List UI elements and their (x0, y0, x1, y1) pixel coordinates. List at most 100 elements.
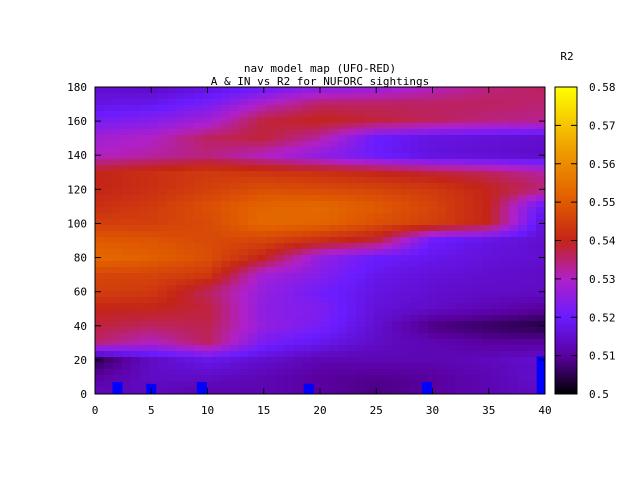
heatmap-cell (239, 363, 249, 370)
heatmap-cell (95, 153, 105, 160)
heatmap-cell (167, 105, 177, 112)
heatmap-cell (203, 219, 213, 226)
heatmap-cell (140, 297, 150, 304)
heatmap-cell (491, 297, 501, 304)
heatmap-cell (491, 237, 501, 244)
heatmap-cell (329, 195, 339, 202)
heatmap-cell (212, 333, 222, 340)
heatmap-cell (275, 165, 285, 172)
heatmap-cell (437, 153, 447, 160)
heatmap-cell (419, 165, 429, 172)
heatmap-cell (230, 117, 240, 124)
heatmap-cell (302, 135, 312, 142)
heatmap-cell (338, 123, 348, 130)
heatmap-cell (185, 291, 195, 298)
heatmap-cell (104, 153, 114, 160)
heatmap-cell (122, 225, 132, 232)
heatmap-cell (221, 93, 231, 100)
heatmap-cell (185, 333, 195, 340)
heatmap-cell (167, 153, 177, 160)
heatmap-cell (491, 255, 501, 262)
heatmap-cell (311, 201, 321, 208)
heatmap-cell (347, 147, 357, 154)
heatmap-cell (131, 387, 141, 394)
heatmap-cell (230, 207, 240, 214)
heatmap-cell (221, 249, 231, 256)
heatmap-cell (212, 225, 222, 232)
heatmap-cell (257, 183, 267, 190)
heatmap-cell (482, 333, 492, 340)
heatmap-cell (248, 297, 258, 304)
heatmap-cell (500, 375, 510, 382)
heatmap-cell (356, 129, 366, 136)
heatmap-cell (194, 231, 204, 238)
heatmap-cell (401, 123, 411, 130)
heatmap-cell (275, 327, 285, 334)
heatmap-cell (239, 219, 249, 226)
heatmap-cell (338, 297, 348, 304)
heatmap-cell (419, 243, 429, 250)
heatmap-cell (329, 375, 339, 382)
heatmap-cell (167, 171, 177, 178)
heatmap-cell (437, 225, 447, 232)
heatmap-cell (212, 105, 222, 112)
heatmap-cell (230, 237, 240, 244)
heatmap-cell (374, 297, 384, 304)
heatmap-cell (536, 105, 545, 112)
heatmap-cell (275, 309, 285, 316)
heatmap-cell (167, 303, 177, 310)
heatmap-cell (338, 135, 348, 142)
heatmap-cell (131, 141, 141, 148)
heatmap-cell (383, 177, 393, 184)
heatmap-cell (356, 201, 366, 208)
heatmap-cell (383, 279, 393, 286)
heatmap-cell (446, 291, 456, 298)
heatmap-cell (518, 357, 528, 364)
heatmap-cell (230, 231, 240, 238)
heatmap-cell (410, 141, 420, 148)
heatmap-cell (509, 183, 519, 190)
heatmap-cell (320, 123, 330, 130)
heatmap-cell (185, 357, 195, 364)
heatmap-cell (455, 321, 465, 328)
heatmap-cell (311, 189, 321, 196)
heatmap-cell (194, 159, 204, 166)
heatmap-cell (167, 267, 177, 274)
heatmap-cell (275, 177, 285, 184)
heatmap-cell (104, 387, 114, 394)
heatmap-cell (536, 141, 545, 148)
heatmap-cell (275, 147, 285, 154)
heatmap-cell (104, 189, 114, 196)
heatmap-cell (266, 165, 276, 172)
heatmap-cell (329, 333, 339, 340)
heatmap-cell (374, 369, 384, 376)
heatmap-cell (284, 123, 294, 130)
heatmap-cell (122, 357, 132, 364)
heatmap-cell (275, 255, 285, 262)
heatmap-cell (383, 267, 393, 274)
heatmap-cell (185, 339, 195, 346)
heatmap-cell (221, 273, 231, 280)
heatmap-cell (293, 351, 303, 358)
heatmap-cell (347, 273, 357, 280)
heatmap-cell (167, 339, 177, 346)
heatmap-cell (167, 147, 177, 154)
heatmap-cell (122, 327, 132, 334)
heatmap-cell (248, 93, 258, 100)
heatmap-cell (320, 219, 330, 226)
heatmap-cell (338, 267, 348, 274)
heatmap-cell (518, 207, 528, 214)
heatmap-cell (212, 273, 222, 280)
heatmap-cell (302, 297, 312, 304)
heatmap-cell (401, 267, 411, 274)
heatmap-cell (419, 153, 429, 160)
heatmap-cell (482, 117, 492, 124)
heatmap-cell (212, 279, 222, 286)
heatmap-cell (122, 177, 132, 184)
heatmap-cell (203, 195, 213, 202)
heatmap-cell (140, 195, 150, 202)
heatmap-cell (266, 231, 276, 238)
heatmap-cell (374, 189, 384, 196)
heatmap-cell (401, 351, 411, 358)
heatmap-cell (284, 387, 294, 394)
